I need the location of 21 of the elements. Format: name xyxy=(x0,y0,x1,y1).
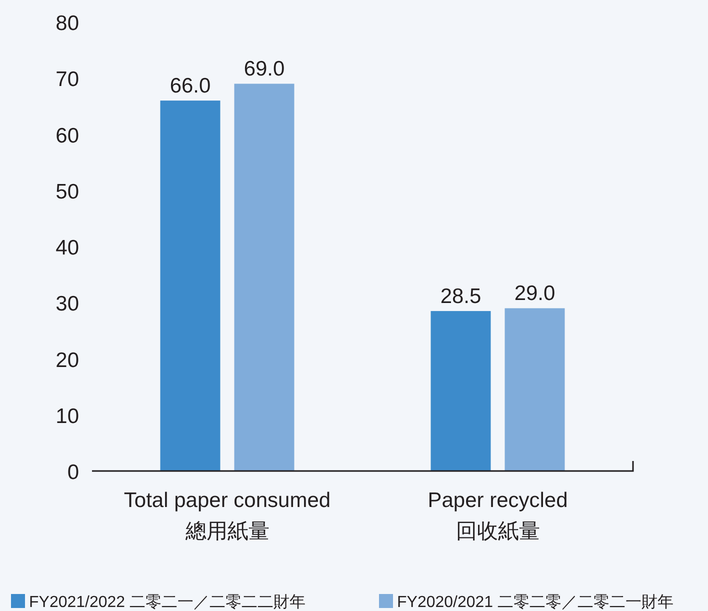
y-tick-label: 30 xyxy=(56,292,79,316)
y-tick-label: 50 xyxy=(56,180,79,204)
y-tick-label: 10 xyxy=(56,404,79,428)
data-label: 66.0 xyxy=(170,74,211,98)
data-label: 29.0 xyxy=(514,282,556,306)
y-tick-label: 60 xyxy=(56,124,79,148)
y-tick-label: 20 xyxy=(56,348,79,372)
legend-label: FY2020/2021 二零二零／二零二一財年 xyxy=(397,594,674,611)
legend-label: FY2021/2022 二零二一／二零二二財年 xyxy=(29,594,306,611)
x-tick-label: Total paper consumed 總用紙量 xyxy=(124,489,331,543)
bar xyxy=(504,308,565,471)
y-tick-label: 80 xyxy=(56,12,79,35)
y-tick-label: 70 xyxy=(56,68,79,92)
bar xyxy=(430,311,491,471)
y-tick-label: 0 xyxy=(67,461,79,484)
x-tick-label: Paper recycled 回收紙量 xyxy=(428,489,568,543)
data-label: 69.0 xyxy=(244,58,285,81)
data-label: 28.5 xyxy=(440,285,482,308)
y-tick-label: 40 xyxy=(56,236,79,260)
bar xyxy=(160,100,220,471)
bar xyxy=(234,84,294,471)
